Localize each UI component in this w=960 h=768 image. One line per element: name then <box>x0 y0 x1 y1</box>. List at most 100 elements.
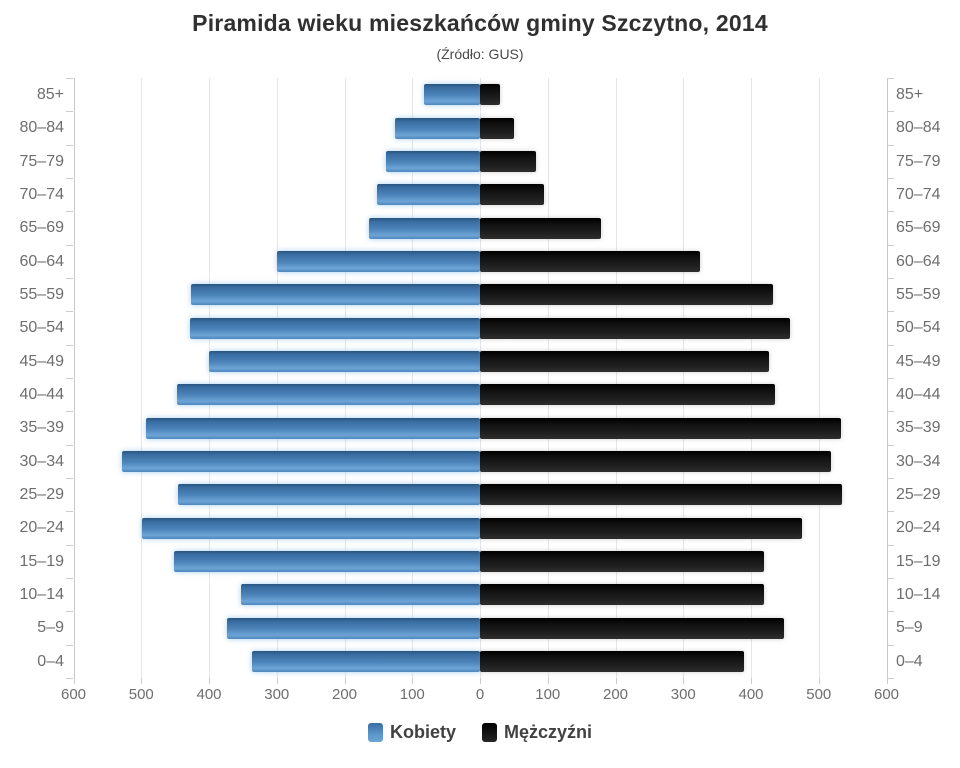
category-tick-mark <box>66 111 73 113</box>
category-label-right-5–9: 5–9 <box>896 619 923 637</box>
x-tick-mark <box>818 678 820 684</box>
bar-kobiety-85+ <box>424 84 480 106</box>
category-label-right-30–34: 30–34 <box>896 452 941 470</box>
x-tick-label: 600 <box>60 686 87 703</box>
bar-kobiety-25–29 <box>177 484 480 506</box>
category-label-left-30–34: 30–34 <box>19 452 65 470</box>
gridline <box>209 78 210 678</box>
category-label-right-65–69: 65–69 <box>896 219 941 237</box>
x-tick-mark <box>344 678 346 684</box>
kobiety-swatch-icon <box>367 723 383 742</box>
category-label-left-10–14: 10–14 <box>19 586 65 603</box>
x-tick-label: 100 <box>535 686 561 703</box>
bar-kobiety-10–14 <box>240 584 480 606</box>
category-tick-mark <box>66 344 73 346</box>
bar-mezczyzni-20–24 <box>480 517 803 539</box>
bar-mezczyzni-85+ <box>480 84 501 106</box>
category-label-left-35–39: 35–39 <box>19 419 65 437</box>
x-tick-mark <box>412 678 414 684</box>
bar-mezczyzni-80–84 <box>480 117 514 139</box>
bar-mezczyzni-65–69 <box>480 217 602 239</box>
bar-mezczyzni-60–64 <box>480 250 700 272</box>
category-label-right-35–39: 35–39 <box>896 419 941 437</box>
x-tick-mark <box>480 678 481 684</box>
category-tick-mark <box>66 278 73 279</box>
bar-kobiety-70–74 <box>377 184 480 206</box>
x-tick-mark <box>73 678 75 684</box>
gridline <box>547 78 549 678</box>
category-label-left-40–44: 40–44 <box>19 386 65 403</box>
bar-kobiety-50–54 <box>190 317 480 339</box>
bar-kobiety-15–19 <box>174 550 480 572</box>
category-label-right-0–4: 0–4 <box>896 652 923 670</box>
bar-mezczyzni-40–44 <box>480 384 776 406</box>
category-tick-mark <box>66 678 73 679</box>
category-label-left-55–59: 55–59 <box>19 286 65 303</box>
category-tick-mark <box>66 411 73 413</box>
x-tick-mark <box>751 678 752 684</box>
gridline <box>683 78 685 678</box>
category-label-left-0–4: 0–4 <box>37 652 64 670</box>
bar-mezczyzni-70–74 <box>480 184 545 206</box>
category-tick-mark <box>66 544 73 546</box>
legend-label-mezczyzni: Mężczyźni <box>503 722 593 742</box>
bar-kobiety-0–4 <box>252 650 480 672</box>
category-label-left-15–19: 15–19 <box>19 552 65 570</box>
bar-kobiety-75–79 <box>385 150 480 172</box>
x-tick-label: 400 <box>738 686 764 703</box>
category-tick-mark <box>887 444 894 446</box>
category-tick-mark <box>887 144 894 146</box>
bar-mezczyzni-50–54 <box>480 317 791 339</box>
category-label-right-55–59: 55–59 <box>896 286 941 303</box>
x-tick-mark <box>547 678 549 684</box>
category-label-right-60–64: 60–64 <box>896 252 941 270</box>
category-tick-mark <box>887 111 894 113</box>
category-tick-mark <box>66 78 73 79</box>
category-tick-mark <box>66 611 73 613</box>
category-tick-mark <box>887 78 894 79</box>
category-label-left-75–79: 75–79 <box>19 152 65 170</box>
bar-mezczyzni-15–19 <box>480 550 764 572</box>
category-tick-mark <box>66 644 73 646</box>
category-label-left-80–84: 80–84 <box>19 119 65 137</box>
gridline <box>751 78 752 678</box>
category-tick-mark <box>887 244 894 246</box>
legend-item-mezczyzni: Mężczyźni <box>481 722 593 743</box>
category-tick-mark <box>887 644 894 646</box>
x-tick-label: 200 <box>331 686 358 703</box>
category-label-right-50–54: 50–54 <box>896 319 941 337</box>
gridline <box>141 78 143 678</box>
category-label-right-25–29: 25–29 <box>896 486 941 503</box>
x-tick-mark <box>615 678 617 684</box>
category-tick-mark <box>887 411 894 413</box>
bar-kobiety-20–24 <box>141 517 480 539</box>
category-label-left-85+: 85+ <box>36 86 64 103</box>
category-label-right-20–24: 20–24 <box>896 519 941 537</box>
category-tick-mark <box>887 678 894 679</box>
x-tick-mark <box>141 678 143 684</box>
category-label-left-65–69: 65–69 <box>19 219 65 237</box>
bar-kobiety-60–64 <box>276 250 480 272</box>
mezczyzni-swatch-icon <box>481 723 497 742</box>
x-tick-label: 500 <box>806 686 832 703</box>
category-tick-mark <box>887 344 894 346</box>
category-tick-mark <box>66 311 73 313</box>
category-label-right-40–44: 40–44 <box>896 386 941 403</box>
category-tick-mark <box>887 478 894 479</box>
gridline <box>344 78 346 678</box>
legend-item-kobiety: Kobiety <box>367 722 456 743</box>
x-tick-label: 100 <box>399 686 425 703</box>
x-tick-label: 500 <box>128 686 154 703</box>
bar-kobiety-5–9 <box>226 617 480 639</box>
category-label-right-15–19: 15–19 <box>896 552 941 570</box>
category-label-left-70–74: 70–74 <box>19 186 65 203</box>
chart-title: Piramida wieku mieszkańców gminy Szczytn… <box>192 10 768 36</box>
gridline <box>818 78 820 678</box>
category-tick-mark <box>66 478 73 479</box>
chart-subtitle: (Źródło: GUS) <box>436 46 524 62</box>
category-label-left-50–54: 50–54 <box>19 319 65 337</box>
x-tick-mark <box>886 678 888 684</box>
category-tick-mark <box>66 144 73 146</box>
category-tick-mark <box>887 311 894 313</box>
